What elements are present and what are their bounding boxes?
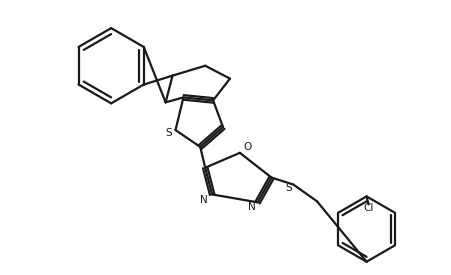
Text: S: S [165,128,172,138]
Text: N: N [248,202,256,212]
Text: O: O [244,142,252,152]
Text: Cl: Cl [364,203,374,213]
Text: S: S [285,183,292,194]
Text: N: N [200,195,208,205]
